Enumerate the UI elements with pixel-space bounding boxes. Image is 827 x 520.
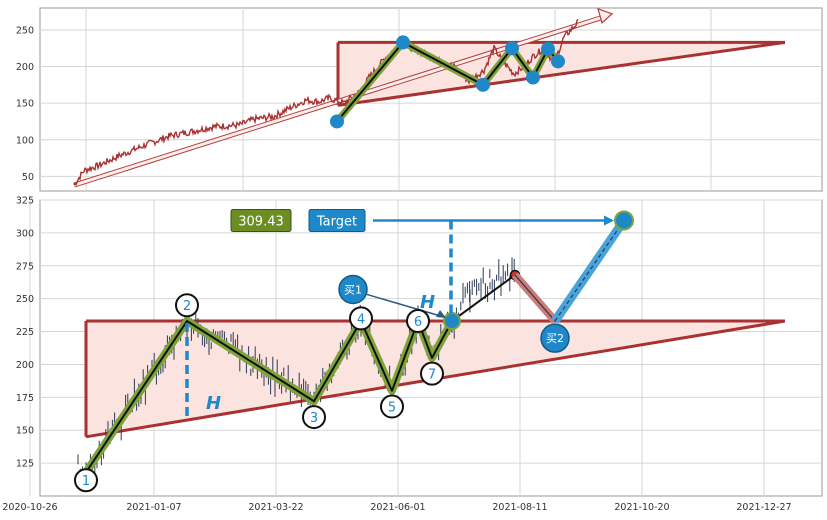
target-label-box <box>308 208 366 232</box>
wave-point-circle <box>380 394 404 419</box>
wave-point-label: 4 <box>357 312 365 327</box>
overview-pivot-dot <box>476 77 490 92</box>
detail-y-tick-label: 250 <box>16 294 34 305</box>
detail-y-tick-label: 125 <box>16 459 34 470</box>
wave-point-label: 2 <box>183 299 191 314</box>
overview-panel: 50 100 150 200 250 <box>16 7 823 192</box>
height-marker-label: H <box>420 292 435 313</box>
detail-x-ticks: 2020-10-26 2021-01-07 2021-03-22 2021-06-01… <box>2 502 791 513</box>
detail-x-tick-label: 2021-08-11 <box>492 502 547 513</box>
overview-y-tick-label: 50 <box>22 172 34 183</box>
overview-frame <box>39 7 823 192</box>
detail-y-tick-label: 175 <box>16 393 34 404</box>
overview-price-line <box>73 18 579 187</box>
wave-point-label: 7 <box>428 368 436 383</box>
overview-pivot-dot <box>505 41 519 56</box>
target-marker <box>614 210 634 231</box>
wave-point-circle <box>302 405 326 430</box>
detail-y-tick-label: 300 <box>16 228 34 239</box>
detail-x-tick-label: 2021-10-20 <box>614 502 669 513</box>
buy1-label: 买1 <box>344 283 362 296</box>
wave-point-circle <box>420 361 444 386</box>
wave-point-circle <box>406 309 430 334</box>
wave-point-label: 6 <box>414 315 422 330</box>
overview-pivot-dot <box>330 114 344 129</box>
detail-x-tick-label: 2021-12-27 <box>736 502 791 513</box>
detail-y-tick-label: 275 <box>16 261 34 272</box>
detail-y-tick-label: 200 <box>16 360 34 371</box>
overview-pivot-dots <box>330 35 565 129</box>
overview-triangle-support <box>337 40 786 107</box>
overview-y-tick-label: 150 <box>16 99 34 110</box>
target-label: Target <box>316 214 357 229</box>
detail-x-tick-label: 2021-01-07 <box>126 502 181 513</box>
detail-y-ticks: 125 150 175 200 225 250 275 300 325 <box>16 196 34 470</box>
target-value-box <box>230 208 292 232</box>
trend-arrow-head <box>597 7 614 24</box>
overview-pivot-dot <box>396 35 410 50</box>
detail-y-tick-label: 225 <box>16 327 34 338</box>
detail-x-tick-label: 2021-03-22 <box>248 502 303 513</box>
buy2-marker <box>540 323 570 353</box>
pullback-leg-core <box>514 274 556 322</box>
wave-zigzag-core <box>85 320 453 473</box>
detail-wave-labels: 1 2 3 4 5 6 7 <box>74 293 444 493</box>
overview-pivot-dot <box>551 54 565 69</box>
overview-y-tick-label: 200 <box>16 62 34 73</box>
detail-x-tick-label: 2020-10-26 <box>2 502 57 513</box>
overview-y-ticks: 50 100 150 200 250 <box>16 25 34 182</box>
detail-annotations: H H 309.43 Target 买1 买2 <box>185 208 634 420</box>
buy1-pointer <box>366 293 445 318</box>
wave-point-label: 5 <box>388 401 396 416</box>
buy1-pointer-head <box>436 310 446 319</box>
overview-y-tick-label: 100 <box>16 135 34 146</box>
wave-point-label: 1 <box>82 474 90 489</box>
wave-point-circle <box>349 306 373 331</box>
target-arrow-head <box>604 215 614 226</box>
wave-point-circle <box>74 468 98 493</box>
height-marker-label: H <box>206 393 221 414</box>
projection-leg-core <box>554 220 625 322</box>
detail-wave-zigzag <box>82 317 456 475</box>
breakout-leg <box>451 274 516 322</box>
wave-point-circle <box>175 293 199 318</box>
detail-y-tick-label: 150 <box>16 426 34 437</box>
overview-y-tick-label: 250 <box>16 25 34 36</box>
wave-point-label: 3 <box>310 411 318 426</box>
overview-pivot-dot <box>526 70 540 85</box>
detail-x-tick-label: 2021-06-01 <box>370 502 425 513</box>
buy2-label: 买2 <box>546 332 564 345</box>
overview-pivot-dot <box>541 41 555 56</box>
breakout-marker <box>443 312 461 331</box>
target-value-label: 309.43 <box>238 214 284 229</box>
overview-grid <box>40 8 822 191</box>
buy1-marker <box>338 274 368 305</box>
detail-y-tick-label: 325 <box>16 196 34 207</box>
